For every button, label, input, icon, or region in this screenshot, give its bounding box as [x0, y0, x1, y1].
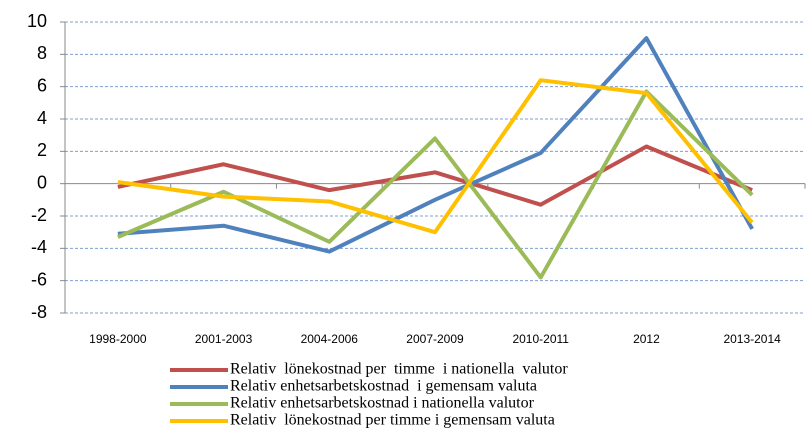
x-tick-label: 2001-2003 [195, 332, 253, 346]
series-line [117, 144, 753, 207]
y-tick-label: 0 [37, 172, 47, 192]
series-line [117, 36, 754, 254]
x-tick-label: 1998-2000 [89, 332, 147, 346]
y-tick-label: -6 [31, 269, 47, 289]
x-tick-label: 2012 [633, 332, 660, 346]
legend-label: Relativ lönekostnad per timme i nationel… [230, 361, 568, 378]
series-line [117, 78, 754, 235]
y-tick-label: -4 [31, 237, 47, 257]
y-tick-label: -8 [31, 302, 47, 322]
legend-label: Relativ enhetsarbetskostnad i nationella… [230, 395, 535, 412]
y-tick-label: 8 [37, 43, 47, 63]
legend-label: Relativ lönekostnad per timme i gemensam… [230, 412, 555, 429]
y-tick-label: 2 [37, 140, 47, 160]
x-tick-label: 2007-2009 [406, 332, 464, 346]
y-tick-label: 6 [37, 75, 47, 95]
x-tick-label: 2010-2011 [512, 332, 569, 346]
y-tick-label: 10 [27, 11, 47, 31]
y-tick-label: 4 [37, 108, 47, 128]
x-tick-label: 2004-2006 [301, 332, 359, 346]
x-tick-label: 2013-2014 [723, 332, 781, 346]
legend-label: Relativ enhetsarbetskostnad i gemensam v… [230, 378, 537, 395]
y-tick-label: -2 [31, 205, 47, 225]
